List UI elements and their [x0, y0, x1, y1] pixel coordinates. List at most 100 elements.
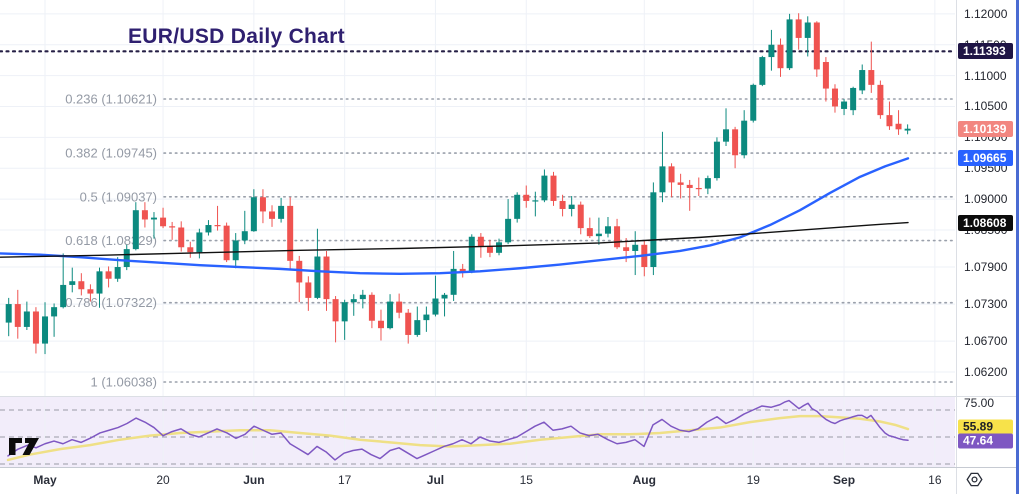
candle-body [904, 128, 911, 131]
ma-blue-badge: 1.09665 [958, 150, 1013, 167]
candle-body [514, 194, 521, 219]
candle-body [60, 284, 67, 308]
candle-body [559, 200, 566, 209]
candle-body [305, 282, 312, 298]
candle-body [496, 242, 503, 253]
ma-black-line[interactable] [0, 221, 909, 258]
candle-body [160, 217, 167, 227]
candle-body [786, 19, 793, 69]
candle-body [604, 226, 611, 234]
candle-body [550, 175, 557, 201]
candle-body [432, 298, 439, 315]
candle-body [314, 256, 321, 298]
time-axis-label: 16 [928, 473, 942, 487]
candle-body [405, 312, 412, 335]
candle-body [114, 267, 121, 279]
candle-body [477, 236, 484, 247]
candle-body [150, 217, 157, 220]
time-axis-label: Jul [426, 473, 445, 487]
candle-body [623, 247, 630, 251]
fib-level-label: 0.618 (1.08329) [65, 233, 157, 248]
candle-body [241, 231, 248, 241]
candle-body [468, 236, 475, 273]
candle-body [768, 44, 775, 58]
candle-body [205, 225, 212, 233]
time-axis-label: May [33, 473, 57, 487]
candle-body [141, 210, 148, 220]
candle-body [523, 194, 530, 201]
candle-body [187, 247, 194, 253]
candle-body [877, 84, 884, 116]
price-axis-label: 1.11000 [964, 68, 1007, 83]
price-axis-label: 1.09000 [964, 192, 1008, 207]
rsi-axis-label: 75.00 [964, 396, 995, 411]
price-axis-label: 1.10500 [964, 99, 1008, 114]
time-axis-label: 19 [746, 473, 760, 487]
last-price-badge: 1.10139 [958, 120, 1013, 137]
fib-level-label: 0.786 (1.07322) [65, 295, 157, 310]
fib-level-label: 0.5 (1.09037) [80, 189, 157, 204]
time-axis-label: Aug [632, 473, 656, 487]
fib-level-label: 0.382 (1.09745) [65, 146, 157, 161]
candle-body [269, 211, 276, 219]
candle-body [5, 304, 12, 323]
candle-body [441, 294, 448, 299]
candle-body [568, 204, 575, 209]
candle-body [87, 289, 94, 294]
price-axis-label: 1.06700 [964, 334, 1008, 349]
candle-body [895, 123, 902, 130]
candle-body [614, 226, 621, 248]
candle-body [505, 218, 512, 243]
window-right-border [1016, 0, 1019, 494]
tradingview-logo[interactable] [8, 433, 42, 462]
time-axis-label: 15 [519, 473, 533, 487]
hline-price-badge: 1.11393 [958, 43, 1013, 60]
candle-body [850, 87, 857, 111]
candle-body [686, 184, 693, 188]
candle-body [831, 88, 838, 107]
candle-body [368, 294, 375, 321]
rsi-line[interactable] [7, 399, 909, 461]
candle-body [123, 249, 130, 268]
candle-body [795, 19, 802, 38]
candle-body [668, 166, 675, 183]
candle-body [359, 294, 366, 300]
time-axis[interactable]: May 20 Jun 17 Jul 15 Aug 19 Sep 16 [0, 467, 1019, 494]
candle-body [178, 227, 185, 248]
candle-body [23, 311, 30, 327]
rsi-ma-badge: 55.89 [958, 419, 1013, 435]
candle-body [350, 299, 357, 303]
candle-body [577, 204, 584, 229]
candle-body [541, 175, 548, 201]
candle-body [169, 226, 176, 228]
fib-level-label: 1 (1.06038) [91, 375, 158, 390]
candle-body [532, 200, 539, 202]
fib-level-label: 0.236 (1.10621) [65, 92, 157, 107]
time-axis-label: 20 [156, 473, 170, 487]
candle-body [296, 260, 303, 283]
candle-body [741, 120, 748, 156]
time-axis-label: Jun [243, 473, 265, 487]
time-axis-label: Sep [833, 473, 856, 487]
candle-body [868, 70, 875, 85]
candle-body [632, 244, 639, 251]
candle-body [214, 225, 221, 227]
candle-body [813, 22, 820, 70]
candle-body [69, 281, 76, 285]
candle-body [14, 304, 21, 327]
price-axis[interactable]: 1.120001.115001.110001.105001.100001.095… [957, 0, 1019, 467]
candle-body [423, 314, 430, 321]
candle-body [42, 316, 49, 344]
candle-body [259, 197, 266, 212]
candle-body [695, 187, 702, 190]
candle-body [886, 115, 893, 127]
candle-body [659, 166, 666, 193]
axis-corner-divider [956, 468, 957, 494]
chart-title: EUR/USD Daily Chart [128, 25, 345, 48]
ma-blue-line[interactable] [0, 157, 910, 276]
settings-hexagon-icon[interactable] [964, 469, 985, 494]
candle-body [859, 70, 866, 91]
candle-body [595, 233, 602, 237]
candle-body [250, 197, 257, 232]
